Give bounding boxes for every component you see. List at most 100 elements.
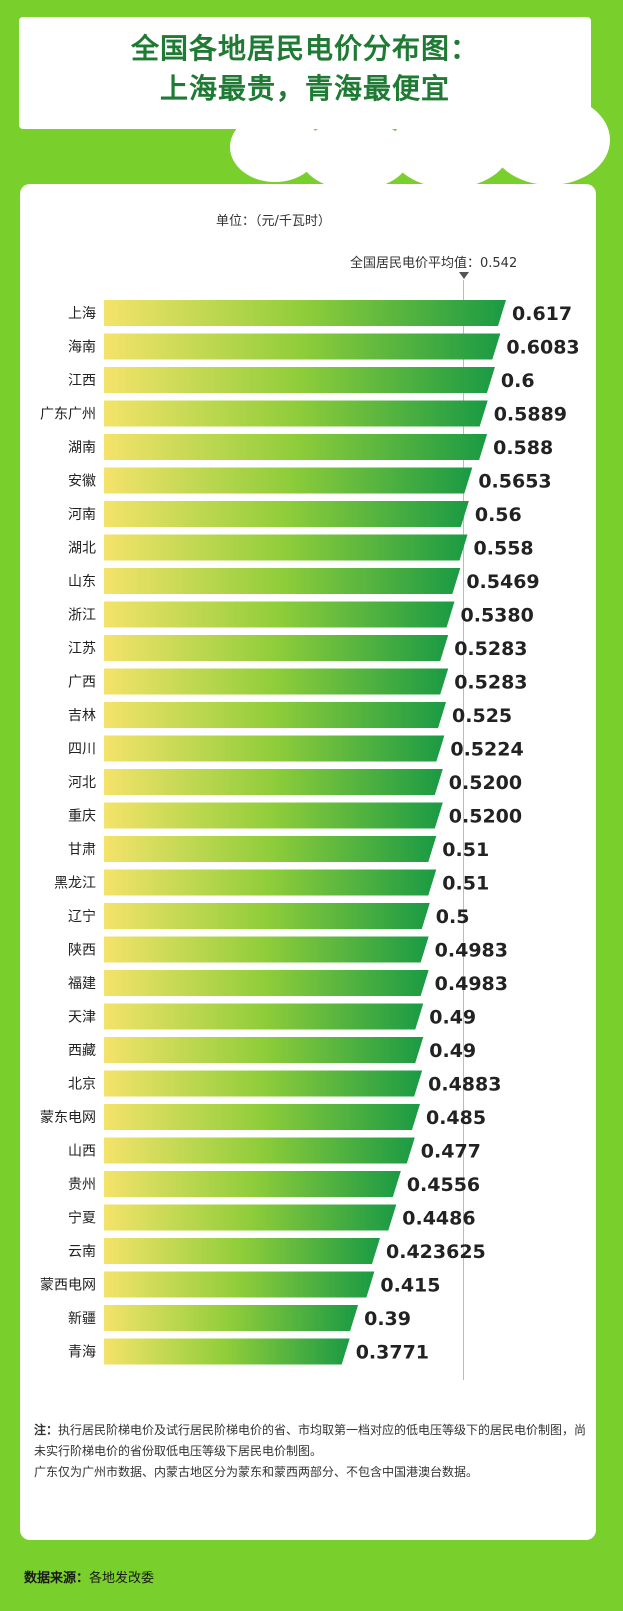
category-label: 海南 <box>68 340 96 356</box>
value-label: 0.4486 <box>402 1208 475 1230</box>
category-label: 广东广州 <box>40 407 96 423</box>
category-label: 陕西 <box>68 943 96 959</box>
value-label: 0.5653 <box>478 471 551 493</box>
chart-title-line-2: 上海最贵，青海最便宜 <box>159 72 450 105</box>
value-label: 0.49 <box>429 1007 476 1029</box>
category-label: 浙江 <box>68 608 96 624</box>
category-label: 新疆 <box>68 1311 96 1327</box>
category-label: 河南 <box>68 507 96 523</box>
value-label: 0.5380 <box>461 605 534 627</box>
category-label: 北京 <box>68 1077 96 1093</box>
bar <box>104 903 430 929</box>
value-label: 0.4983 <box>435 973 508 995</box>
title-card: 全国各地居民电价分布图： 上海最贵，青海最便宜 <box>19 17 591 129</box>
category-label: 福建 <box>68 976 96 992</box>
source-value: 各地发改委 <box>89 1571 155 1586</box>
value-label: 0.5224 <box>450 739 523 761</box>
bar <box>104 534 468 561</box>
value-label: 0.5889 <box>494 404 567 426</box>
value-label: 0.588 <box>493 437 553 459</box>
bar <box>104 1037 424 1063</box>
chart-title-line-1: 全国各地居民电价分布图： <box>130 32 479 65</box>
bar <box>104 568 461 594</box>
value-label: 0.49 <box>429 1040 476 1062</box>
bar <box>104 1271 375 1298</box>
value-label: 0.617 <box>512 303 572 325</box>
value-label: 0.51 <box>442 839 489 861</box>
category-label: 蒙东电网 <box>40 1110 96 1126</box>
value-label: 0.4983 <box>435 940 508 962</box>
bar <box>104 333 501 360</box>
bar <box>104 769 443 795</box>
category-label: 辽宁 <box>68 908 96 925</box>
value-label: 0.5200 <box>449 806 522 828</box>
category-label: 江西 <box>68 373 96 389</box>
bar <box>104 702 447 728</box>
footnote-text-2: 广东仅为广州市数据、内蒙古地区分为蒙东和蒙西两部分、不包含中国港澳台数据。 <box>34 1465 479 1479</box>
value-label: 0.525 <box>452 705 512 727</box>
value-label: 0.4556 <box>407 1174 480 1196</box>
bar <box>104 970 429 996</box>
category-label: 湖北 <box>68 541 96 557</box>
value-label: 0.5283 <box>454 638 527 660</box>
unit-label: 单位：（元/千瓦时） <box>216 214 331 229</box>
bar <box>104 367 495 393</box>
bar <box>104 1338 350 1365</box>
value-label: 0.5469 <box>466 571 539 593</box>
category-label: 重庆 <box>68 809 96 825</box>
bar <box>104 300 506 326</box>
bar <box>104 668 449 695</box>
bar <box>104 936 429 963</box>
bar <box>104 1204 397 1231</box>
category-label: 河北 <box>68 775 96 791</box>
value-label: 0.485 <box>426 1107 486 1129</box>
average-reference-line <box>463 280 464 1380</box>
bar <box>104 400 488 427</box>
average-label: 全国居民电价平均值：0.542 <box>350 256 518 271</box>
category-label: 安徽 <box>68 474 96 490</box>
category-label: 山东 <box>68 574 96 590</box>
bar <box>104 1070 423 1097</box>
value-label: 0.423625 <box>386 1241 486 1263</box>
bar <box>104 1137 415 1164</box>
category-label: 江苏 <box>68 641 96 657</box>
bar <box>104 635 449 661</box>
value-label: 0.5283 <box>454 672 527 694</box>
footnote-prefix: 注： <box>34 1423 59 1437</box>
value-label: 0.6083 <box>506 337 579 359</box>
average-marker-icon <box>459 272 469 279</box>
bar <box>104 434 488 460</box>
category-label: 西藏 <box>68 1043 96 1059</box>
bar <box>104 1171 401 1197</box>
value-label: 0.415 <box>380 1275 440 1297</box>
category-label: 蒙西电网 <box>40 1278 96 1294</box>
category-label: 黑龙江 <box>54 876 96 892</box>
bar <box>104 802 443 829</box>
bar <box>104 1238 381 1264</box>
source-label: 数据来源： <box>24 1571 90 1586</box>
category-label: 山西 <box>68 1144 96 1160</box>
value-label: 0.39 <box>364 1308 411 1330</box>
footnote: 注：执行居民阶梯电价及试行居民阶梯电价的省、市均取第一档对应的低电压等级下的居民… <box>34 1420 594 1483</box>
bar <box>104 836 437 862</box>
category-label: 贵州 <box>68 1177 96 1193</box>
value-label: 0.5200 <box>449 772 522 794</box>
value-label: 0.477 <box>421 1141 481 1163</box>
category-label: 四川 <box>68 742 96 758</box>
bar <box>104 735 445 762</box>
category-label: 天津 <box>68 1010 96 1026</box>
category-label: 青海 <box>68 1345 96 1361</box>
value-label: 0.6 <box>501 370 535 392</box>
bar <box>104 869 437 896</box>
category-label: 甘肃 <box>68 842 96 858</box>
category-label: 上海 <box>68 306 96 322</box>
value-label: 0.4883 <box>428 1074 501 1096</box>
footnote-text-1: 执行居民阶梯电价及试行居民阶梯电价的省、市均取第一档对应的低电压等级下的居民电价… <box>34 1423 587 1458</box>
category-label: 湖南 <box>68 440 96 456</box>
category-label: 吉林 <box>68 708 96 724</box>
bar <box>104 501 469 527</box>
value-label: 0.51 <box>442 873 489 895</box>
value-label: 0.5 <box>436 906 470 928</box>
category-label: 云南 <box>68 1244 96 1260</box>
